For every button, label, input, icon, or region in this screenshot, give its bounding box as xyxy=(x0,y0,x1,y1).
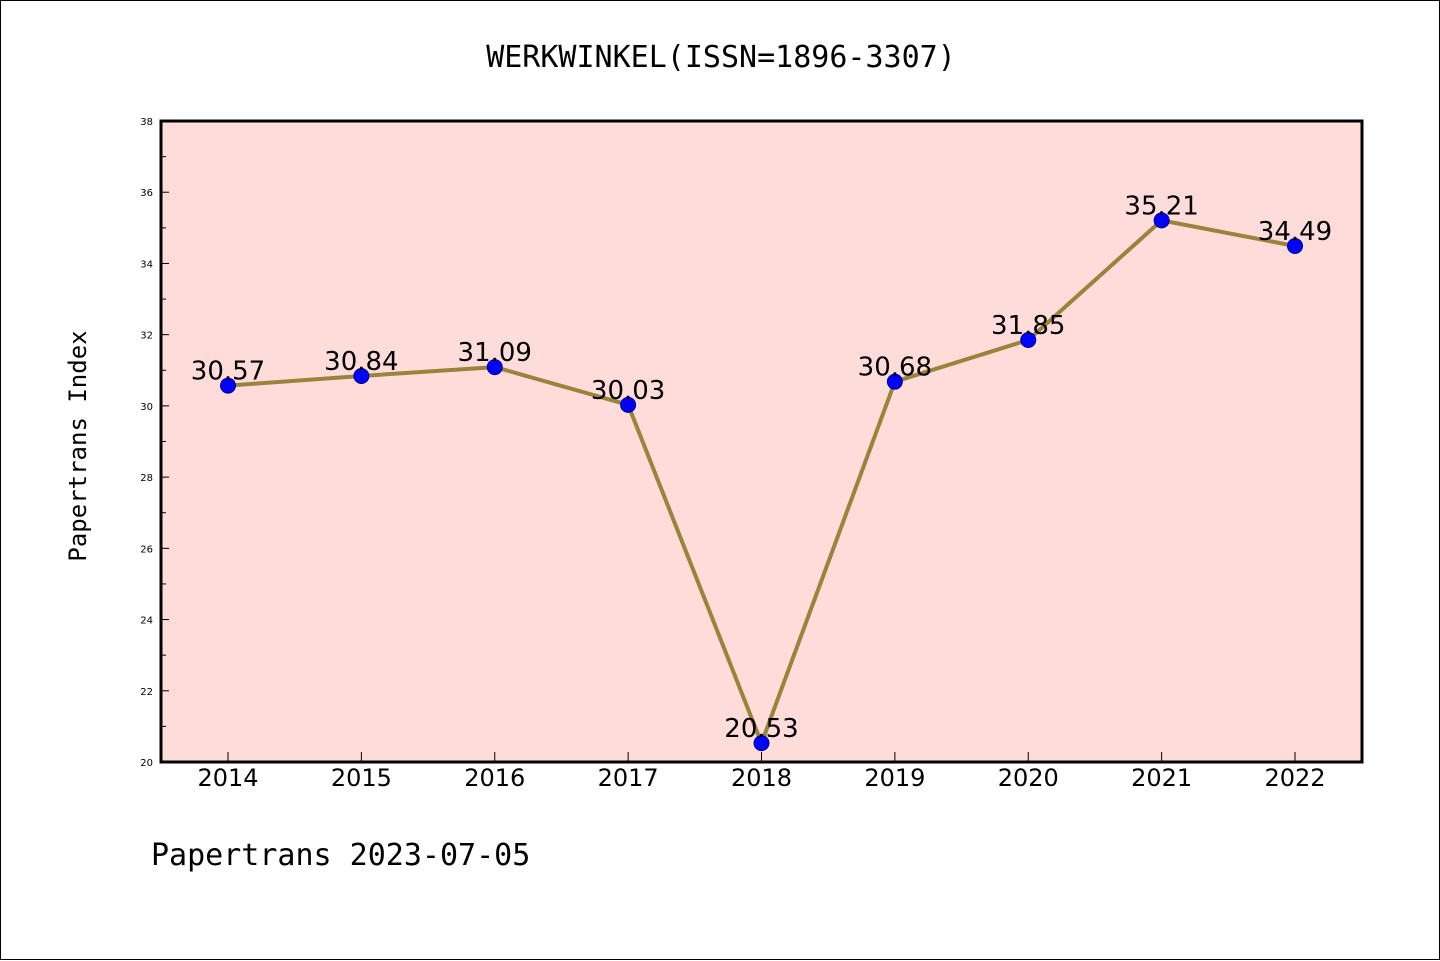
x-axis: 2014 2015 2016 2017 2018 2019 2020 2021 2022 xyxy=(197,752,1326,792)
y-tick-label: 20 xyxy=(140,758,153,769)
plot-border xyxy=(159,119,1364,764)
x-tick-label: 2014 xyxy=(197,764,258,792)
x-tick-label: 2021 xyxy=(1131,764,1192,792)
data-point xyxy=(486,359,503,376)
data-label: 31.85 xyxy=(991,311,1065,341)
y-tick-label: 32 xyxy=(140,331,153,342)
footer-text: Papertrans 2023-07-05 xyxy=(151,838,530,873)
x-tick-label: 2015 xyxy=(331,764,392,792)
data-label: 30.03 xyxy=(591,376,665,406)
data-point xyxy=(753,735,770,752)
data-label: 34.49 xyxy=(1258,217,1332,247)
x-tick-label: 2020 xyxy=(998,764,1059,792)
y-tick-label: 30 xyxy=(140,402,153,413)
x-tick-label: 2022 xyxy=(1264,764,1325,792)
data-point xyxy=(886,373,903,390)
chart-title: WERKWINKEL(ISSN=1896-3307) xyxy=(486,40,956,75)
x-tick-label: 2016 xyxy=(464,764,525,792)
y-tick-label: 22 xyxy=(140,687,153,698)
y-tick-label: 26 xyxy=(140,544,153,555)
x-tick-label: 2019 xyxy=(864,764,925,792)
x-tick-label: 2018 xyxy=(731,764,792,792)
data-label: 35.21 xyxy=(1124,191,1198,221)
x-tick-label: 2017 xyxy=(598,764,659,792)
data-point xyxy=(1153,212,1170,229)
data-label: 20.53 xyxy=(724,714,798,744)
y-tick-label: 36 xyxy=(140,188,153,199)
data-label: 30.68 xyxy=(858,353,932,383)
data-label: 31.09 xyxy=(458,338,532,368)
data-point xyxy=(353,367,370,384)
data-point xyxy=(1020,332,1037,349)
data-label-layer: 30.57 30.84 31.09 30.03 20.53 30.68 31.85 35.21… xyxy=(191,191,1332,744)
y-tick-label: 28 xyxy=(140,473,153,484)
data-point xyxy=(1287,237,1303,254)
y-tick-label: 24 xyxy=(140,616,153,627)
series-layer xyxy=(220,212,1303,752)
data-label: 30.84 xyxy=(324,347,398,377)
data-point xyxy=(620,396,637,413)
data-label: 30.57 xyxy=(191,357,265,387)
data-point xyxy=(220,377,236,394)
y-axis-label: Papertrans Index xyxy=(64,330,92,561)
y-tick-label: 38 xyxy=(140,117,153,128)
y-tick-label: 34 xyxy=(140,259,153,270)
